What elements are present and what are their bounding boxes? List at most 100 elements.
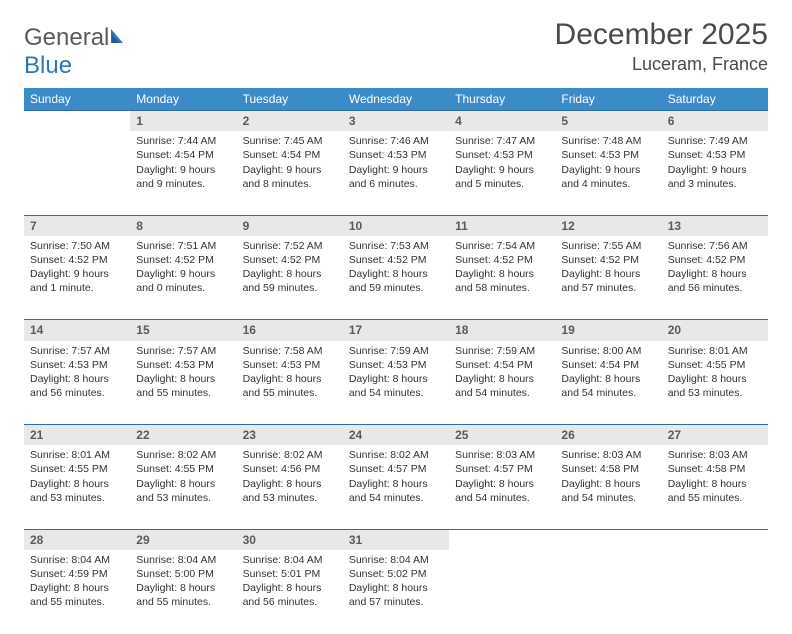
daylight-text: Daylight: 9 hours and 3 minutes. — [668, 163, 762, 191]
daylight-text: Daylight: 8 hours and 54 minutes. — [349, 372, 443, 400]
sunrise-text: Sunrise: 8:04 AM — [243, 553, 337, 567]
day-detail-cell: Sunrise: 7:59 AMSunset: 4:53 PMDaylight:… — [343, 341, 449, 425]
day-detail-cell: Sunrise: 7:57 AMSunset: 4:53 PMDaylight:… — [130, 341, 236, 425]
daylight-text: Daylight: 8 hours and 55 minutes. — [136, 372, 230, 400]
day-number-cell: 3 — [343, 111, 449, 132]
day-detail-cell: Sunrise: 7:48 AMSunset: 4:53 PMDaylight:… — [555, 131, 661, 215]
sunrise-text: Sunrise: 8:03 AM — [455, 448, 549, 462]
sunrise-text: Sunrise: 8:01 AM — [30, 448, 124, 462]
day-detail-cell — [662, 550, 768, 634]
sunrise-text: Sunrise: 8:00 AM — [561, 344, 655, 358]
daylight-text: Daylight: 8 hours and 54 minutes. — [561, 477, 655, 505]
daylight-text: Daylight: 8 hours and 57 minutes. — [561, 267, 655, 295]
day-number-cell: 10 — [343, 215, 449, 236]
weekday-header: Monday — [130, 88, 236, 111]
day-number-cell — [662, 529, 768, 550]
sunrise-text: Sunrise: 7:45 AM — [243, 134, 337, 148]
day-number-cell: 18 — [449, 320, 555, 341]
day-detail-cell: Sunrise: 7:45 AMSunset: 4:54 PMDaylight:… — [237, 131, 343, 215]
sunrise-text: Sunrise: 7:56 AM — [668, 239, 762, 253]
daylight-text: Daylight: 8 hours and 53 minutes. — [136, 477, 230, 505]
sunset-text: Sunset: 4:54 PM — [243, 148, 337, 162]
daylight-text: Daylight: 8 hours and 56 minutes. — [243, 581, 337, 609]
day-number-cell: 2 — [237, 111, 343, 132]
day-detail-cell — [555, 550, 661, 634]
sunrise-text: Sunrise: 8:04 AM — [349, 553, 443, 567]
day-detail-cell: Sunrise: 7:55 AMSunset: 4:52 PMDaylight:… — [555, 236, 661, 320]
day-detail-cell: Sunrise: 8:02 AMSunset: 4:57 PMDaylight:… — [343, 445, 449, 529]
sunrise-text: Sunrise: 7:51 AM — [136, 239, 230, 253]
day-number-cell: 8 — [130, 215, 236, 236]
day-detail-cell: Sunrise: 8:03 AMSunset: 4:58 PMDaylight:… — [555, 445, 661, 529]
header: GeneralBlue December 2025 Luceram, Franc… — [24, 18, 768, 80]
day-detail-cell: Sunrise: 8:03 AMSunset: 4:58 PMDaylight:… — [662, 445, 768, 529]
day-number-row: 78910111213 — [24, 215, 768, 236]
day-detail-cell: Sunrise: 7:58 AMSunset: 4:53 PMDaylight:… — [237, 341, 343, 425]
sunrise-text: Sunrise: 8:02 AM — [136, 448, 230, 462]
daylight-text: Daylight: 8 hours and 53 minutes. — [668, 372, 762, 400]
daylight-text: Daylight: 9 hours and 6 minutes. — [349, 163, 443, 191]
day-number-cell: 12 — [555, 215, 661, 236]
daylight-text: Daylight: 9 hours and 5 minutes. — [455, 163, 549, 191]
day-detail-cell: Sunrise: 8:03 AMSunset: 4:57 PMDaylight:… — [449, 445, 555, 529]
sunset-text: Sunset: 4:59 PM — [30, 567, 124, 581]
day-detail-cell: Sunrise: 7:44 AMSunset: 4:54 PMDaylight:… — [130, 131, 236, 215]
daylight-text: Daylight: 8 hours and 54 minutes. — [455, 372, 549, 400]
day-number-cell: 16 — [237, 320, 343, 341]
day-number-cell: 22 — [130, 425, 236, 446]
sunset-text: Sunset: 4:57 PM — [349, 462, 443, 476]
day-number-cell: 13 — [662, 215, 768, 236]
logo: GeneralBlue — [24, 24, 129, 80]
daylight-text: Daylight: 9 hours and 8 minutes. — [243, 163, 337, 191]
logo-text: GeneralBlue — [24, 24, 129, 80]
sunset-text: Sunset: 4:52 PM — [455, 253, 549, 267]
sunrise-text: Sunrise: 7:54 AM — [455, 239, 549, 253]
day-number-cell: 4 — [449, 111, 555, 132]
day-number-cell: 27 — [662, 425, 768, 446]
sunset-text: Sunset: 4:52 PM — [30, 253, 124, 267]
sunrise-text: Sunrise: 7:47 AM — [455, 134, 549, 148]
sunset-text: Sunset: 4:52 PM — [136, 253, 230, 267]
day-number-cell: 30 — [237, 529, 343, 550]
day-detail-cell: Sunrise: 7:47 AMSunset: 4:53 PMDaylight:… — [449, 131, 555, 215]
day-number-row: 14151617181920 — [24, 320, 768, 341]
daylight-text: Daylight: 9 hours and 4 minutes. — [561, 163, 655, 191]
day-number-cell: 21 — [24, 425, 130, 446]
day-detail-cell: Sunrise: 8:02 AMSunset: 4:56 PMDaylight:… — [237, 445, 343, 529]
sunrise-text: Sunrise: 7:58 AM — [243, 344, 337, 358]
sunrise-text: Sunrise: 8:04 AM — [136, 553, 230, 567]
day-number-cell: 17 — [343, 320, 449, 341]
day-number-cell: 5 — [555, 111, 661, 132]
sunset-text: Sunset: 4:52 PM — [668, 253, 762, 267]
sunset-text: Sunset: 4:52 PM — [349, 253, 443, 267]
daylight-text: Daylight: 8 hours and 59 minutes. — [349, 267, 443, 295]
day-detail-cell: Sunrise: 7:59 AMSunset: 4:54 PMDaylight:… — [449, 341, 555, 425]
weekday-header: Saturday — [662, 88, 768, 111]
daylight-text: Daylight: 8 hours and 54 minutes. — [561, 372, 655, 400]
sunset-text: Sunset: 4:54 PM — [561, 358, 655, 372]
day-detail-row: Sunrise: 8:01 AMSunset: 4:55 PMDaylight:… — [24, 445, 768, 529]
day-number-cell: 19 — [555, 320, 661, 341]
daylight-text: Daylight: 8 hours and 57 minutes. — [349, 581, 443, 609]
weekday-header: Thursday — [449, 88, 555, 111]
daylight-text: Daylight: 9 hours and 0 minutes. — [136, 267, 230, 295]
weekday-header: Wednesday — [343, 88, 449, 111]
sunset-text: Sunset: 4:52 PM — [561, 253, 655, 267]
day-detail-cell: Sunrise: 8:01 AMSunset: 4:55 PMDaylight:… — [662, 341, 768, 425]
sunrise-text: Sunrise: 8:02 AM — [349, 448, 443, 462]
day-number-cell — [449, 529, 555, 550]
sunrise-text: Sunrise: 7:44 AM — [136, 134, 230, 148]
daylight-text: Daylight: 9 hours and 9 minutes. — [136, 163, 230, 191]
day-detail-cell: Sunrise: 8:04 AMSunset: 5:02 PMDaylight:… — [343, 550, 449, 634]
day-number-cell: 14 — [24, 320, 130, 341]
sunrise-text: Sunrise: 7:57 AM — [136, 344, 230, 358]
sunset-text: Sunset: 4:53 PM — [349, 148, 443, 162]
sunrise-text: Sunrise: 7:46 AM — [349, 134, 443, 148]
daylight-text: Daylight: 8 hours and 54 minutes. — [349, 477, 443, 505]
day-detail-cell: Sunrise: 8:04 AMSunset: 5:00 PMDaylight:… — [130, 550, 236, 634]
day-detail-cell: Sunrise: 7:53 AMSunset: 4:52 PMDaylight:… — [343, 236, 449, 320]
day-number-row: 123456 — [24, 111, 768, 132]
daylight-text: Daylight: 8 hours and 59 minutes. — [243, 267, 337, 295]
sunrise-text: Sunrise: 8:03 AM — [561, 448, 655, 462]
title-block: December 2025 Luceram, France — [555, 18, 768, 75]
